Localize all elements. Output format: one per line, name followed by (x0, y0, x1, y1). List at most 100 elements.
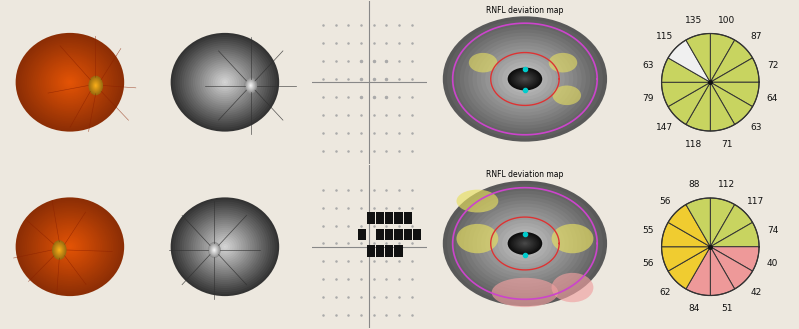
Ellipse shape (502, 226, 548, 261)
Polygon shape (710, 82, 753, 124)
Ellipse shape (62, 75, 78, 90)
Ellipse shape (247, 81, 254, 90)
Text: RNFL deviation map: RNFL deviation map (487, 170, 563, 179)
Ellipse shape (248, 82, 254, 89)
Ellipse shape (180, 206, 270, 288)
Ellipse shape (53, 231, 87, 263)
Ellipse shape (468, 36, 582, 122)
Ellipse shape (89, 77, 102, 94)
Ellipse shape (224, 81, 226, 83)
Ellipse shape (494, 219, 556, 267)
Text: 62: 62 (659, 288, 670, 297)
Ellipse shape (55, 245, 63, 255)
Text: 115: 115 (656, 32, 674, 41)
FancyBboxPatch shape (385, 229, 393, 240)
Ellipse shape (213, 236, 237, 258)
Ellipse shape (511, 234, 539, 253)
Ellipse shape (93, 82, 98, 89)
Text: 87: 87 (750, 32, 761, 41)
Ellipse shape (514, 72, 536, 87)
Ellipse shape (213, 71, 237, 93)
Ellipse shape (523, 242, 527, 245)
Ellipse shape (477, 42, 573, 116)
Ellipse shape (58, 249, 60, 251)
Ellipse shape (94, 83, 97, 88)
FancyBboxPatch shape (358, 229, 366, 240)
Ellipse shape (201, 61, 248, 103)
Ellipse shape (244, 77, 257, 94)
Ellipse shape (32, 48, 108, 116)
Ellipse shape (171, 197, 279, 296)
Ellipse shape (519, 239, 531, 248)
Ellipse shape (204, 63, 246, 101)
Ellipse shape (19, 201, 121, 293)
Ellipse shape (514, 236, 536, 251)
FancyBboxPatch shape (385, 213, 393, 224)
Ellipse shape (443, 16, 607, 142)
Ellipse shape (171, 33, 279, 132)
Ellipse shape (32, 213, 108, 281)
Ellipse shape (42, 56, 98, 108)
Ellipse shape (509, 233, 541, 254)
Polygon shape (710, 198, 735, 247)
Ellipse shape (459, 29, 590, 129)
Ellipse shape (54, 243, 64, 256)
Ellipse shape (186, 212, 264, 282)
FancyBboxPatch shape (413, 229, 421, 240)
Ellipse shape (93, 83, 98, 89)
Ellipse shape (57, 247, 62, 253)
Ellipse shape (515, 71, 535, 87)
Ellipse shape (184, 210, 266, 284)
Ellipse shape (54, 233, 85, 261)
Ellipse shape (485, 213, 565, 274)
Text: 147: 147 (656, 123, 674, 132)
Polygon shape (686, 82, 710, 131)
Ellipse shape (23, 39, 117, 125)
FancyBboxPatch shape (395, 245, 403, 257)
Ellipse shape (468, 200, 582, 287)
Ellipse shape (26, 43, 113, 122)
Ellipse shape (16, 197, 124, 296)
Ellipse shape (211, 234, 239, 260)
Ellipse shape (25, 41, 115, 123)
Polygon shape (710, 247, 753, 289)
Ellipse shape (189, 49, 261, 115)
FancyBboxPatch shape (385, 245, 393, 257)
Ellipse shape (507, 65, 543, 93)
Ellipse shape (47, 226, 93, 268)
Ellipse shape (21, 202, 119, 291)
Ellipse shape (60, 73, 80, 91)
Ellipse shape (67, 244, 73, 249)
Ellipse shape (481, 45, 569, 113)
Ellipse shape (50, 229, 89, 265)
Text: 117: 117 (747, 197, 765, 206)
Ellipse shape (193, 217, 257, 276)
Ellipse shape (215, 73, 235, 91)
Ellipse shape (18, 199, 122, 294)
Polygon shape (710, 58, 759, 82)
Text: 100: 100 (718, 15, 736, 25)
Ellipse shape (91, 80, 100, 91)
Ellipse shape (23, 204, 117, 290)
Ellipse shape (208, 242, 221, 258)
Text: 72: 72 (767, 61, 778, 70)
Ellipse shape (26, 207, 113, 286)
Ellipse shape (209, 243, 220, 256)
Ellipse shape (21, 38, 119, 127)
Text: RNFL deviation map: RNFL deviation map (487, 6, 563, 14)
Ellipse shape (91, 79, 101, 92)
Ellipse shape (175, 37, 275, 128)
Ellipse shape (520, 76, 530, 82)
Ellipse shape (195, 55, 255, 110)
Ellipse shape (211, 246, 217, 254)
Ellipse shape (220, 242, 230, 252)
Polygon shape (710, 82, 735, 131)
Ellipse shape (93, 81, 99, 90)
Ellipse shape (206, 230, 244, 264)
Ellipse shape (58, 71, 82, 93)
FancyBboxPatch shape (376, 245, 384, 257)
Polygon shape (662, 247, 710, 271)
Text: 55: 55 (642, 226, 654, 235)
Ellipse shape (54, 242, 65, 258)
Ellipse shape (53, 241, 66, 259)
